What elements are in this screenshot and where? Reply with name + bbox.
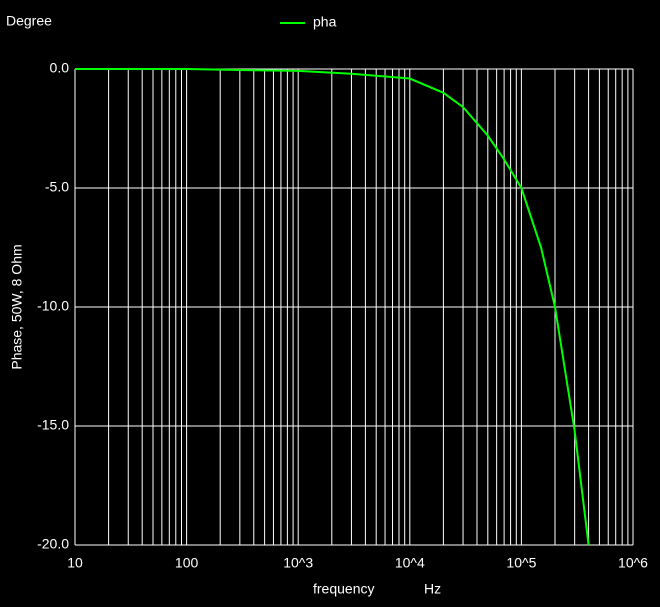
- x-tick-label: 10^3: [283, 555, 313, 571]
- x-axis-label: frequency: [313, 581, 374, 597]
- y-tick-label: -5.0: [45, 179, 69, 195]
- x-tick-label: 10^6: [618, 555, 648, 571]
- x-tick-label: 100: [175, 555, 199, 571]
- x-tick-label: 10^5: [506, 555, 536, 571]
- x-tick-label: 10: [67, 555, 83, 571]
- y-unit-label: Degree: [6, 13, 52, 29]
- x-unit-label: Hz: [424, 581, 441, 597]
- y-axis-label: Phase, 50W, 8 Ohm: [9, 244, 25, 369]
- y-tick-label: -10.0: [37, 298, 69, 314]
- y-tick-label: -15.0: [37, 417, 69, 433]
- series-line: [75, 68, 590, 546]
- y-tick-label: -20.0: [37, 536, 69, 552]
- legend-label: pha: [313, 14, 337, 30]
- x-tick-label: 10^4: [395, 555, 425, 571]
- y-tick-label: 0.0: [50, 60, 70, 76]
